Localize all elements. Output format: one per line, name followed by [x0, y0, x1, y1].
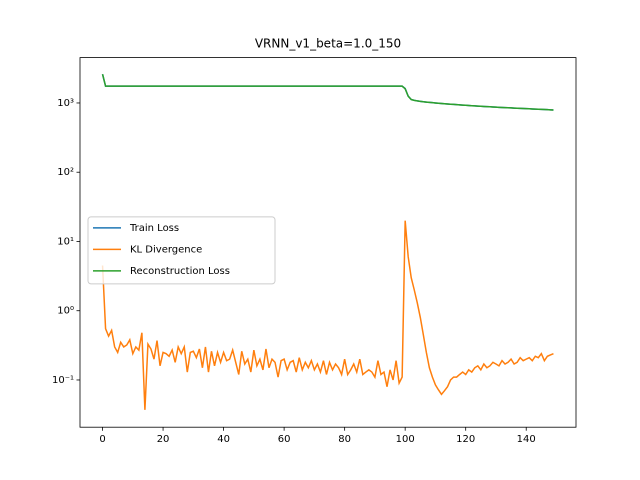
x-tick-label: 140: [517, 434, 536, 445]
x-tick-label: 40: [217, 434, 230, 445]
x-tick-label: 20: [157, 434, 170, 445]
legend-label: Train Loss: [129, 223, 179, 234]
x-tick-label: 120: [456, 434, 475, 445]
x-tick-label: 100: [396, 434, 415, 445]
line-series: [101, 220, 554, 410]
plot-frame: [79, 57, 577, 428]
y-tick-label: 10³: [57, 98, 74, 109]
legend-label: Reconstruction Loss: [130, 266, 230, 277]
legend-box: [87, 216, 276, 285]
y-tick-label: 10⁻¹: [52, 375, 74, 386]
line-series: [101, 74, 554, 111]
legend-label: KL Divergence: [130, 244, 202, 255]
y-tick-label: 10⁰: [57, 306, 74, 317]
y-tick-label: 10¹: [57, 236, 74, 247]
x-tick-label: 0: [99, 434, 105, 445]
x-tick-label: 80: [338, 434, 351, 445]
chart-title: VRNN_v1_beta=1.0_150: [255, 37, 401, 51]
x-tick-label: 60: [278, 434, 291, 445]
y-tick-label: 10²: [57, 167, 74, 178]
